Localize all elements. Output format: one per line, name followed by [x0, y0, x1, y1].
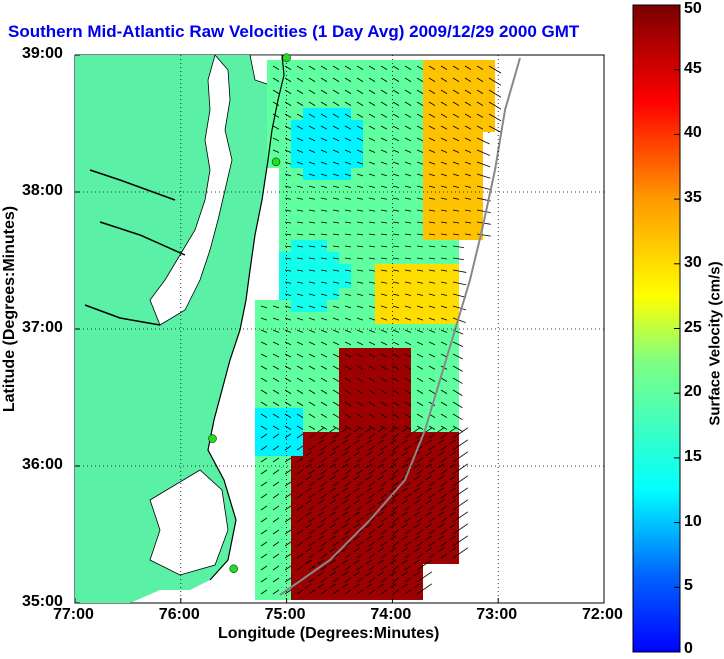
velocity-vector	[452, 439, 469, 451]
colorbar-tick-label: 50	[684, 0, 702, 17]
y-tick-label: 38:00	[22, 182, 63, 199]
station-markers	[208, 53, 291, 573]
velocity-vector	[416, 571, 433, 583]
velocity-vector	[488, 101, 502, 110]
rappahannock-river	[99, 221, 186, 256]
x-tick-label: 72:00	[582, 606, 623, 623]
shelf-break-line	[279, 57, 521, 596]
y-tick-label: 36:00	[22, 456, 63, 473]
map-grid	[75, 55, 604, 603]
velocity-vector	[452, 365, 463, 372]
velocity-vector	[476, 185, 491, 191]
velocity-vector	[476, 173, 491, 179]
velocity-vector	[452, 547, 469, 559]
station-marker	[282, 53, 291, 62]
velocity-vector	[488, 77, 502, 86]
map-title: Southern Mid-Atlantic Raw Velocities (1 …	[8, 22, 580, 41]
velocity-vector	[476, 161, 491, 168]
velocity-vector	[488, 125, 502, 133]
velocity-vector	[476, 209, 491, 214]
velocity-vector	[476, 233, 491, 237]
colorbar-tick-label: 30	[684, 253, 702, 271]
velocity-vector	[452, 341, 464, 347]
velocity-vector	[452, 475, 469, 487]
velocity-vector	[452, 293, 467, 298]
colorbar-tick-label: 15	[684, 447, 702, 465]
coastline-outer	[207, 55, 285, 581]
station-marker	[271, 157, 281, 167]
station-marker	[208, 434, 217, 443]
x-tick-label: 75:00	[264, 606, 306, 623]
velocity-vector	[452, 353, 463, 360]
velocity-vector	[452, 451, 469, 463]
velocity-vector	[488, 113, 502, 122]
velocity-vector	[452, 413, 463, 421]
x-tick-label: 73:00	[476, 606, 518, 623]
colorbar-tick-label: 45	[684, 59, 702, 77]
pamlico-sound	[149, 469, 229, 576]
velocity-vector	[452, 511, 469, 523]
velocity-field	[255, 60, 502, 600]
velocity-vector	[452, 317, 466, 323]
y-tick-label: 35:00	[22, 593, 63, 610]
axis-ticks	[74, 54, 605, 604]
x-tick-label: 77:00	[53, 606, 94, 623]
velocity-vector	[452, 377, 463, 384]
y-tick-label: 37:00	[22, 319, 63, 336]
velocity-vector	[452, 499, 469, 511]
velocity-vector	[452, 535, 469, 547]
colorbar-tick-label: 10	[684, 512, 702, 530]
velocity-vector	[452, 257, 464, 261]
x-axis-label: Longitude (Degrees:Minutes)	[218, 625, 440, 642]
velocity-vector	[488, 89, 502, 98]
velocity-vector	[452, 269, 467, 273]
velocity-vector	[452, 427, 469, 439]
station-marker	[229, 564, 238, 573]
colorbar-label: Surface Velocity (cm/s)	[706, 261, 724, 426]
colorbar	[632, 4, 681, 653]
colorbar-tick-label: 25	[684, 318, 702, 336]
colorbar-tick-label: 35	[684, 189, 702, 207]
velocity-vector	[452, 463, 469, 475]
x-tick-label: 76:00	[158, 606, 200, 623]
y-axis-label: Latitude (Degrees:Minutes)	[1, 205, 18, 413]
colorbar-tick-label: 0	[684, 640, 693, 657]
velocity-vector	[488, 65, 502, 74]
velocity-vector	[476, 149, 491, 156]
velocity-vector	[452, 523, 469, 535]
colorbar-tick-label: 5	[684, 577, 693, 595]
x-tick-label: 74:00	[370, 606, 412, 623]
velocity-vector	[452, 389, 463, 397]
velocity-vector	[452, 305, 467, 311]
colorbar-ticks	[674, 4, 680, 653]
velocity-vector	[416, 583, 433, 595]
velocity-vector	[452, 281, 467, 286]
velocity-vector	[452, 487, 469, 499]
colorbar-tick-label: 20	[684, 383, 702, 401]
james-river	[84, 304, 161, 326]
colorbar-tick-label: 40	[684, 124, 702, 142]
potomac-river	[89, 169, 176, 201]
velocity-vector	[476, 137, 490, 145]
velocity-vector	[416, 559, 433, 571]
velocity-vector	[452, 425, 463, 432]
velocity-vector	[452, 401, 463, 409]
y-tick-label: 39:00	[22, 45, 63, 62]
velocity-vector	[452, 245, 464, 249]
